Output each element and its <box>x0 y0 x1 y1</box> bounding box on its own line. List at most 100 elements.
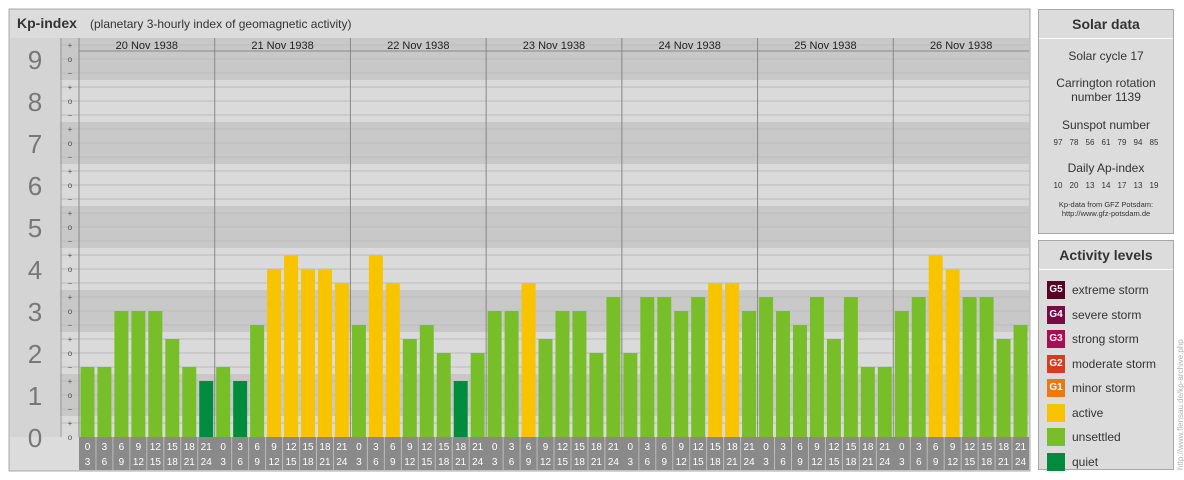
interval-start-label: 9 <box>678 442 684 453</box>
kp-bar <box>759 297 774 437</box>
interval-start-label: 6 <box>254 442 260 453</box>
sub-tick-label: − <box>68 111 73 120</box>
kp-band <box>10 416 1029 437</box>
interval-end-label: 15 <box>557 457 569 468</box>
sub-tick-label: o <box>68 391 73 400</box>
interval-start-label: 18 <box>862 442 874 453</box>
interval-end-label: 21 <box>319 457 331 468</box>
kp-bar <box>725 282 740 437</box>
interval-end-label: 18 <box>710 457 722 468</box>
interval-start-label: 18 <box>184 442 196 453</box>
interval-start-label: 21 <box>1015 442 1027 453</box>
kp-bar <box>148 311 163 437</box>
interval-start-label: 21 <box>879 442 891 453</box>
interval-end-label: 18 <box>845 457 857 468</box>
kp-bar <box>962 297 977 437</box>
activity-legend: G5 extreme storm G4 severe storm G3 strong st… <box>1039 270 1173 474</box>
interval-end-label: 3 <box>85 457 91 468</box>
interval-start-label: 3 <box>916 442 922 453</box>
interval-end-label: 15 <box>285 457 297 468</box>
legend-item: G1 minor storm <box>1047 376 1173 401</box>
kp-bar <box>216 366 231 437</box>
kp-bar <box>640 297 655 437</box>
kp-bar <box>860 366 875 437</box>
interval-end-label: 3 <box>220 457 226 468</box>
kp-bar <box>233 381 248 437</box>
kp-bar <box>979 297 994 437</box>
sub-tick-label: + <box>68 83 73 92</box>
interval-start-label: 0 <box>492 442 498 453</box>
interval-end-label: 6 <box>509 457 515 468</box>
interval-end-label: 24 <box>608 457 620 468</box>
interval-start-label: 18 <box>727 442 739 453</box>
sub-tick-label: + <box>68 251 73 260</box>
activity-levels-panel: Activity levels G5 extreme storm G4 severe … <box>1038 240 1174 471</box>
legend-label: unsettled <box>1072 430 1121 445</box>
interval-end-label: 3 <box>763 457 769 468</box>
sunspot-title: Sunspot number <box>1061 118 1151 132</box>
y-tick-label: 3 <box>28 297 42 327</box>
kp-bar <box>419 324 434 437</box>
interval-end-label: 15 <box>964 457 976 468</box>
kp-bar <box>674 311 689 437</box>
interval-end-label: 21 <box>184 457 196 468</box>
sub-tick-label: − <box>68 69 73 78</box>
kp-bar <box>1013 324 1028 437</box>
watermark-url: http://www.flensau.de/kp-archive.php <box>1176 339 1184 470</box>
interval-end-label: 12 <box>947 457 959 468</box>
interval-end-label: 21 <box>591 457 603 468</box>
y-tick-label: 5 <box>28 213 42 243</box>
interval-end-label: 24 <box>336 457 348 468</box>
interval-start-label: 3 <box>780 442 786 453</box>
sunspot-value: 94 <box>1133 138 1143 147</box>
interval-end-label: 6 <box>373 457 379 468</box>
kp-bar <box>114 311 129 437</box>
interval-start-label: 18 <box>591 442 603 453</box>
interval-end-label: 12 <box>404 457 416 468</box>
interval-end-label: 24 <box>201 457 213 468</box>
legend-swatch: G2 <box>1047 354 1065 373</box>
sub-tick-label: + <box>68 335 73 344</box>
kp-bar <box>351 324 366 437</box>
y-tick-label: 8 <box>28 87 42 117</box>
interval-start-label: 21 <box>336 442 348 453</box>
interval-start-label: 3 <box>102 442 108 453</box>
interval-start-label: 0 <box>763 442 769 453</box>
y-tick-label: 7 <box>28 129 42 159</box>
interval-start-label: 0 <box>220 442 226 453</box>
sunspot-value: 61 <box>1101 138 1111 147</box>
interval-start-label: 15 <box>845 442 857 453</box>
interval-start-label: 12 <box>964 442 976 453</box>
legend-item: G4 severe storm <box>1047 303 1173 328</box>
interval-start-label: 12 <box>150 442 162 453</box>
legend-item: quiet <box>1047 450 1173 475</box>
interval-end-label: 21 <box>998 457 1010 468</box>
carrington-line-1: Carrington rotation <box>1056 76 1156 90</box>
sunspot-value: 78 <box>1069 138 1079 147</box>
data-credit: Kp-data from GFZ Potsdam: http://www.gfz… <box>1039 200 1173 218</box>
ap-value: 19 <box>1149 181 1159 190</box>
interval-end-label: 9 <box>119 457 125 468</box>
kp-bar <box>843 297 858 437</box>
ap-values: 10 20 13 14 17 13 19 <box>1039 181 1173 190</box>
interval-end-label: 24 <box>472 457 484 468</box>
sub-tick-label: − <box>68 363 73 372</box>
interval-start-label: 9 <box>407 442 413 453</box>
kp-bar <box>606 297 621 437</box>
sub-tick-label: − <box>68 237 73 246</box>
legend-item: G5 extreme storm <box>1047 278 1173 303</box>
kp-bar <box>487 311 502 437</box>
legend-swatch: G4 <box>1047 305 1065 324</box>
kp-bar <box>708 282 723 437</box>
interval-start-label: 12 <box>557 442 569 453</box>
interval-end-label: 12 <box>811 457 823 468</box>
sub-tick-label: o <box>68 307 73 316</box>
kp-bar <box>691 297 706 437</box>
sub-tick-label: o <box>68 97 73 106</box>
legend-item: G2 moderate storm <box>1047 352 1173 377</box>
interval-start-label: 3 <box>237 442 243 453</box>
interval-end-label: 24 <box>744 457 756 468</box>
interval-end-label: 18 <box>981 457 993 468</box>
y-tick-label: 6 <box>28 171 42 201</box>
legend-item: active <box>1047 401 1173 426</box>
